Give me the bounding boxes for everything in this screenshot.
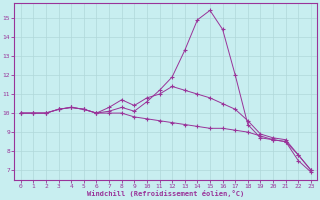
X-axis label: Windchill (Refroidissement éolien,°C): Windchill (Refroidissement éolien,°C) — [87, 190, 244, 197]
